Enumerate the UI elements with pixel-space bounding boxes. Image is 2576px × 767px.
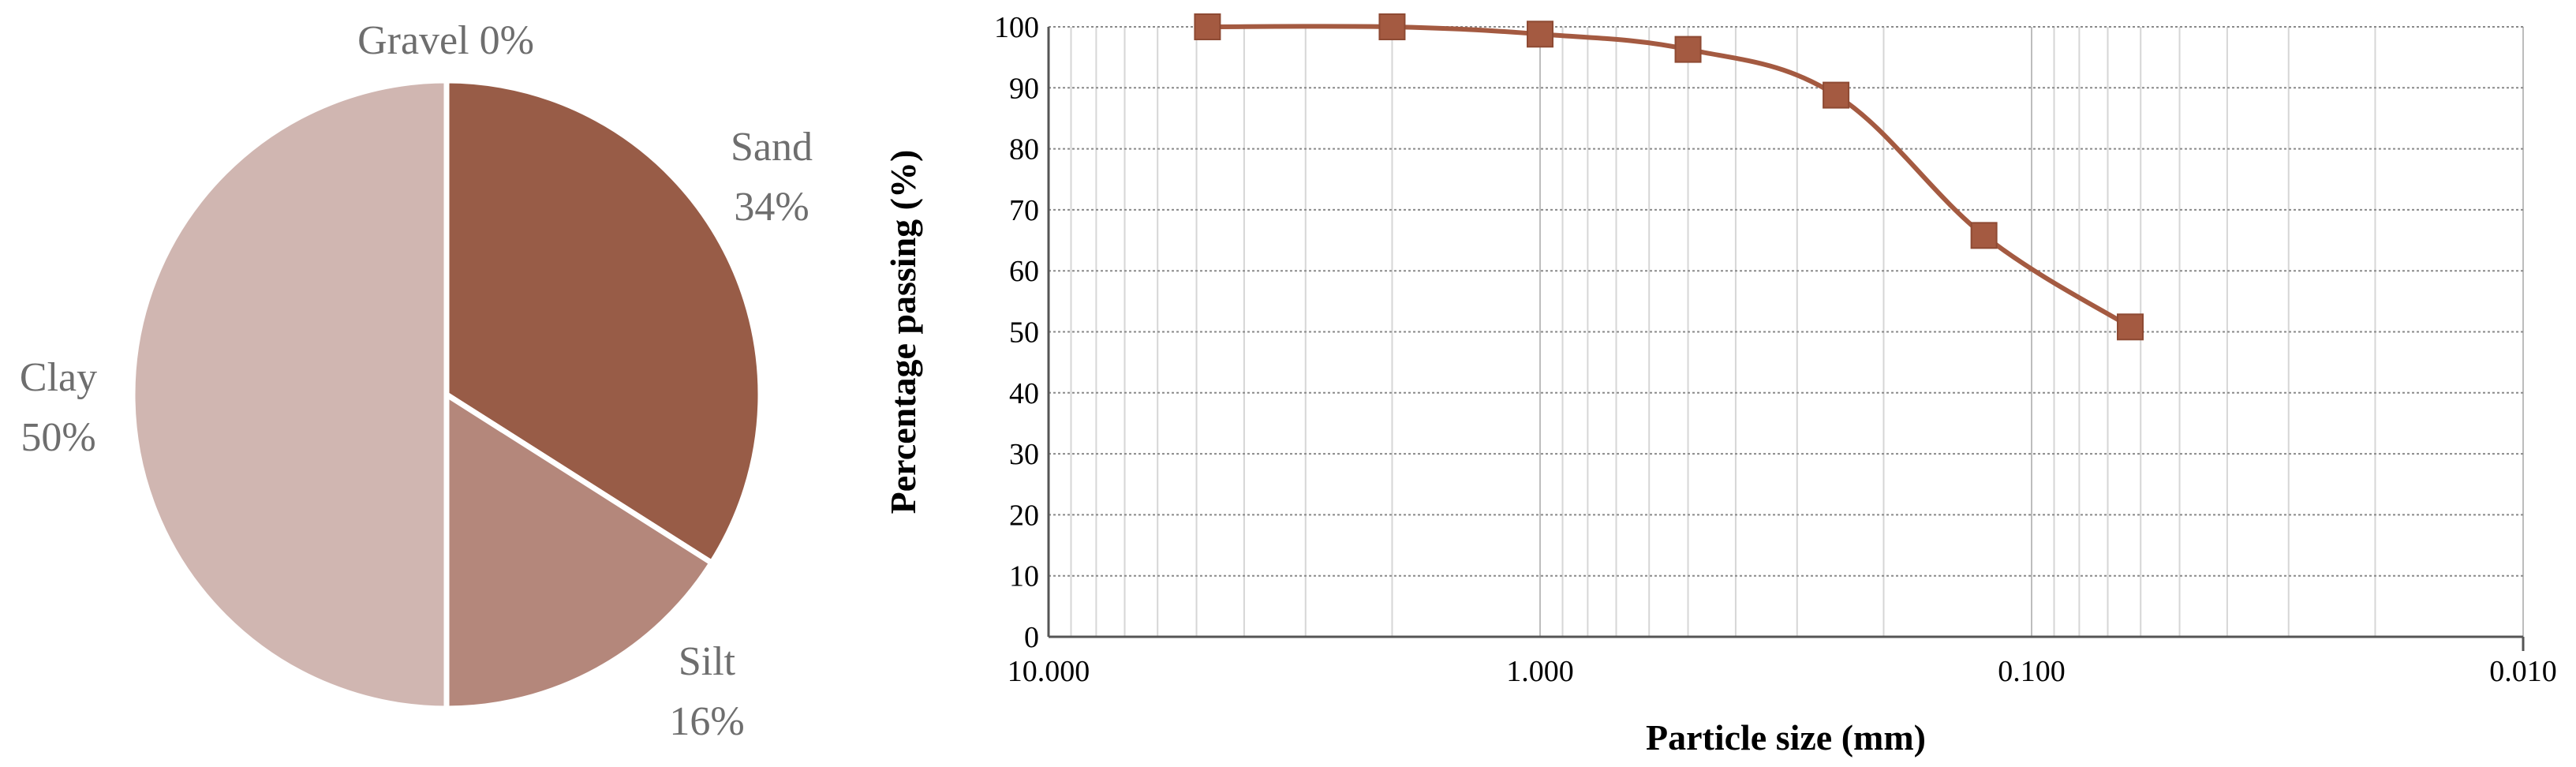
x-tick-label: 0.010 (2489, 655, 2557, 688)
data-point-marker (1194, 13, 1221, 40)
grain-size-distribution-chart: 0 10 20 30 40 50 60 70 80 90 100 10.000 1.000 0.100 0.… (883, 11, 2557, 758)
pie-label-sand: Sand 34% (731, 125, 813, 230)
pie-label-gravel: Gravel 0% (357, 18, 534, 63)
y-tick-label: 20 (1009, 499, 1039, 532)
pie-label-clay: Clay 50% (20, 355, 97, 460)
y-tick-label: 40 (1009, 377, 1039, 410)
composition-pie-chart: Gravel 0% Sand 34% Silt 16% Clay 50% (20, 18, 813, 744)
y-tick-label: 50 (1009, 316, 1039, 350)
tick-labels: 0 10 20 30 40 50 60 70 80 90 100 10.000 1.000 0.100 0.… (994, 11, 2557, 688)
y-tick-label: 30 (1009, 438, 1039, 471)
data-point-marker (2117, 313, 2144, 341)
x-tick-label: 1.000 (1506, 655, 1574, 688)
x-tick-label: 10.000 (1008, 655, 1090, 688)
series-line (1207, 24, 2132, 329)
pie-slice-silt (443, 389, 716, 712)
y-tick-label: 100 (994, 11, 1039, 44)
y-axis-title: Percentage passing (%) (883, 150, 923, 514)
plot-axes (1047, 27, 2525, 651)
series-curve (1207, 24, 2132, 329)
pie-slice-clay (129, 77, 450, 712)
y-tick-label: 10 (1009, 560, 1039, 593)
data-point-marker (1970, 222, 1998, 249)
plot-grid (1049, 26, 2524, 637)
data-point-marker (1378, 13, 1406, 40)
series-markers (1194, 13, 2144, 341)
y-tick-label: 80 (1009, 133, 1039, 166)
y-tick-label: 70 (1009, 194, 1039, 227)
y-tick-label: 60 (1009, 255, 1039, 288)
x-axis-title: Particle size (mm) (1646, 717, 1926, 758)
pie-label-silt: Silt 16% (669, 639, 744, 744)
data-point-marker (1674, 36, 1702, 63)
y-tick-label: 0 (1024, 621, 1039, 654)
y-tick-label: 90 (1009, 72, 1039, 105)
x-tick-label: 0.100 (1998, 655, 2066, 688)
data-point-marker (1527, 21, 1553, 48)
data-point-marker (1823, 81, 1850, 109)
